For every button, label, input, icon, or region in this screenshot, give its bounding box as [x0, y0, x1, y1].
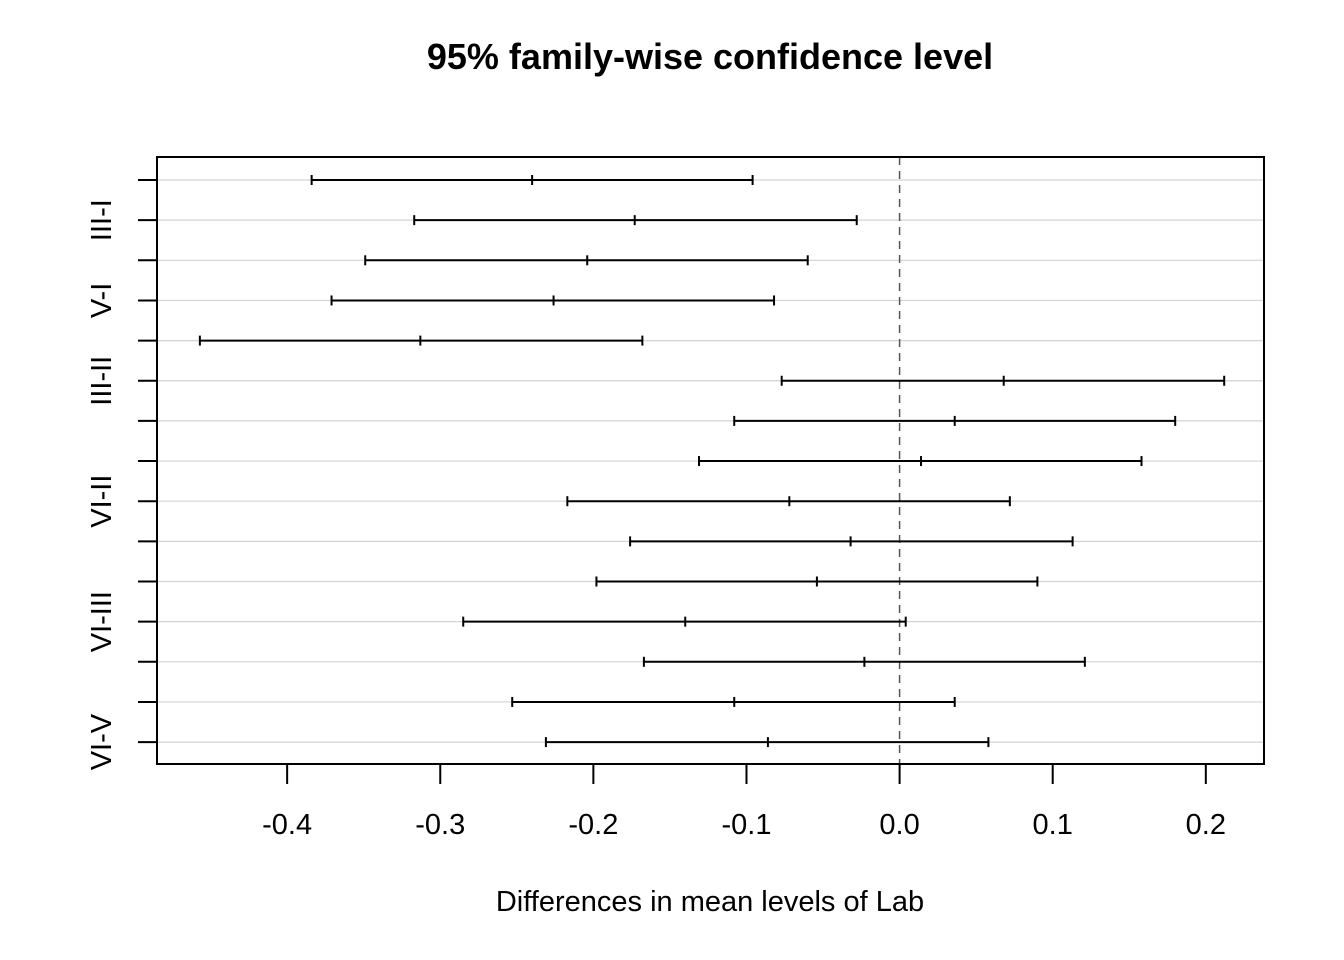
y-tick-label: VI-III [86, 591, 118, 652]
y-tick-label: VI-V [86, 713, 118, 770]
x-tick-label: 0.2 [1186, 809, 1226, 841]
x-tick-label: -0.1 [721, 809, 771, 841]
y-tick-label: III-II [86, 356, 118, 406]
x-axis: -0.4 -0.3 -0.2 -0.1 0.0 0.1 0.2 [262, 763, 1226, 841]
x-axis-label: Differences in mean levels of Lab [496, 886, 924, 918]
y-tick-label: III-I [86, 199, 118, 241]
y-axis: III-I V-I III-II VI-II VI-III VI-V [86, 179, 157, 770]
x-tick-label: -0.2 [568, 809, 618, 841]
y-tick-label: VI-II [86, 475, 118, 528]
x-tick-label: 0.1 [1033, 809, 1073, 841]
x-tick-label: 0.0 [879, 809, 919, 841]
y-tick-label: V-I [86, 283, 118, 318]
chart-title: 95% family-wise confidence level [427, 36, 993, 77]
x-tick-label: -0.3 [415, 809, 465, 841]
x-tick-label: -0.4 [262, 809, 312, 841]
intervals-layer [198, 175, 1226, 748]
